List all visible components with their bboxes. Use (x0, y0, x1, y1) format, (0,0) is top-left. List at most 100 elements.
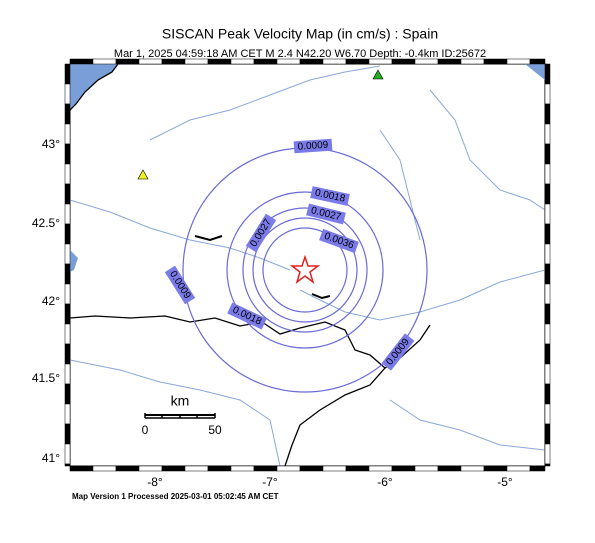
frame-segment (544, 203, 551, 225)
frame-segment (161, 465, 186, 472)
frame-segment (391, 58, 416, 65)
frame-segment (184, 465, 209, 472)
river (69, 359, 281, 467)
lat-label: 42.5° (32, 216, 60, 230)
frame-segment (437, 465, 462, 472)
frame-segment (437, 58, 462, 65)
frame-segment (544, 303, 551, 325)
frame-segment (184, 58, 209, 65)
frame-segment (92, 465, 117, 472)
frame-segment (64, 103, 71, 125)
scale-line (145, 414, 215, 416)
frame-segment (230, 58, 255, 65)
lat-label: 41.5° (32, 371, 60, 385)
frame-segment (92, 58, 117, 65)
frame-segment (345, 465, 370, 472)
contour (242, 207, 368, 333)
frame-segment (544, 323, 551, 345)
lat-label: 41° (42, 451, 60, 465)
frame-segment (64, 423, 71, 445)
frame-segment (253, 465, 278, 472)
frame-segment (138, 465, 163, 472)
contour (226, 191, 384, 349)
frame-segment (64, 203, 71, 225)
frame-segment (64, 63, 71, 85)
frame-segment (207, 58, 232, 65)
axis-labels: -8° -7° -6° -5° 43° 42.5° 42° 41.5° 41° (32, 137, 513, 489)
frame-segment (69, 465, 94, 472)
frame-segment (544, 423, 551, 445)
label-text: 0.0009 (297, 140, 329, 153)
frame-segment (414, 58, 439, 65)
frame-segment (64, 323, 71, 345)
river (299, 269, 546, 321)
frame-segment (483, 58, 508, 65)
frame-segment (64, 463, 71, 467)
frame-segment (64, 403, 71, 425)
frame-segment (64, 223, 71, 245)
frame-segment (544, 343, 551, 365)
river (69, 199, 291, 271)
frame-segment (529, 58, 546, 65)
border (284, 367, 386, 467)
frame-segment (544, 383, 551, 405)
frame-segment (138, 58, 163, 65)
frame-segment (299, 58, 324, 65)
river (429, 89, 546, 211)
sea (70, 250, 78, 272)
label-box (227, 302, 267, 330)
frame-segment (64, 143, 71, 165)
label-box (245, 213, 277, 253)
frame-segment (69, 58, 94, 65)
footer: Map Version 1 Processed 2025-03-01 05:02… (72, 492, 279, 501)
label-box (306, 203, 346, 225)
scale-bar: km 0 50 (142, 393, 222, 437)
frame-segment (64, 163, 71, 185)
frame-segment (544, 243, 551, 265)
label-box (310, 186, 350, 206)
frame-segment (544, 263, 551, 285)
frame-segment (322, 465, 347, 472)
label-box (381, 333, 415, 371)
frame-segment (64, 83, 71, 105)
contour-label: 0.0009 (293, 138, 333, 154)
contour (262, 227, 348, 313)
map-title: SISCAN Peak Velocity Map (in cm/s) : Spa… (162, 26, 438, 42)
label-box (319, 228, 359, 254)
frame-segment (414, 465, 439, 472)
frame-segment (64, 363, 71, 385)
lat-label: 43° (42, 137, 60, 151)
label-box (293, 138, 333, 154)
coastline (69, 63, 119, 111)
frame-segment (64, 243, 71, 265)
frame-border (64, 58, 551, 472)
lon-label: -7° (262, 475, 278, 489)
frame-segment (64, 123, 71, 145)
lon-label: -6° (377, 475, 393, 489)
frame-segment (544, 443, 551, 465)
frame-segment (544, 163, 551, 185)
frame-segment (64, 343, 71, 365)
frame-segment (64, 303, 71, 325)
frame-segment (544, 363, 551, 385)
epicenter (289, 254, 321, 284)
station (372, 69, 384, 80)
frame-segment (544, 223, 551, 245)
frame-segment (544, 183, 551, 205)
frame-segment (544, 103, 551, 125)
frame-segment (544, 463, 551, 467)
frame-segment (460, 58, 485, 65)
frame-segment (529, 465, 546, 472)
scale-label: 50 (208, 423, 222, 437)
frame-segment (64, 383, 71, 405)
frame-segment (506, 465, 531, 472)
label-box (164, 265, 196, 305)
frame-segment (230, 465, 255, 472)
river (149, 65, 381, 141)
lon-label: -8° (147, 475, 163, 489)
map-subtitle: Mar 1, 2025 04:59:18 AM CET M 2.4 N42.20… (114, 48, 486, 60)
frame-segment (368, 58, 393, 65)
map-area: 0.00090.00180.00270.00360.00270.00090.00… (69, 63, 546, 467)
frame-segment (64, 443, 71, 465)
